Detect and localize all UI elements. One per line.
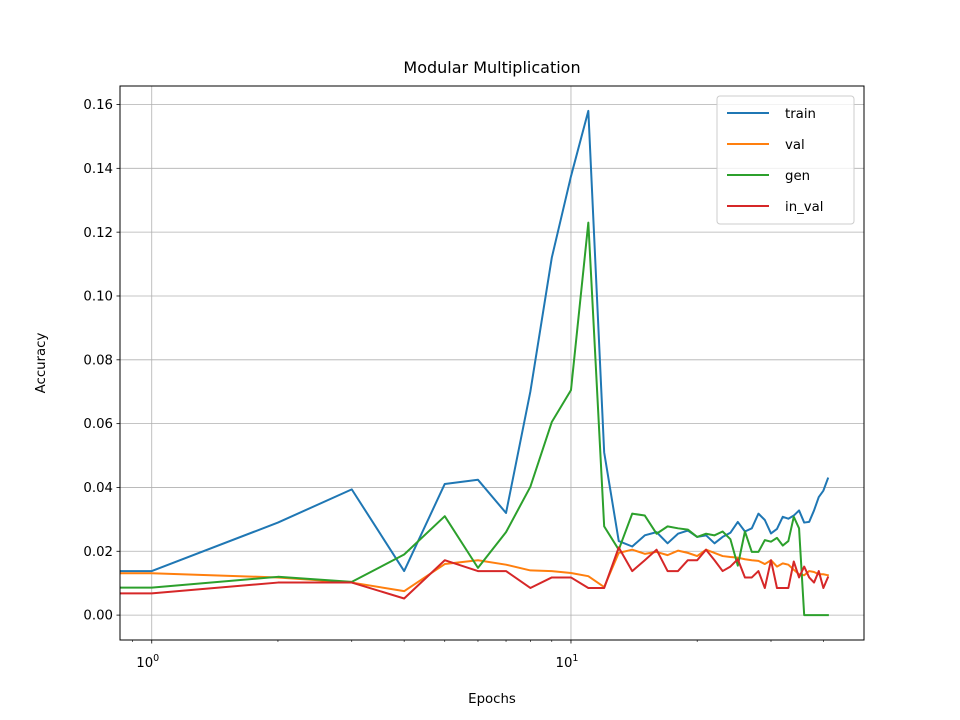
x-tick-exponent: 0 <box>153 653 159 664</box>
legend-box <box>716 95 855 225</box>
legend-label-in_val: in_val <box>785 200 823 215</box>
x-tick-base: 10 <box>555 656 572 671</box>
chart-title: Modular Multiplication <box>403 58 580 77</box>
x-tick-base: 10 <box>136 656 153 671</box>
y-axis-label: Accuracy <box>34 333 49 394</box>
x-tick-label: 101 <box>555 653 578 671</box>
y-tick-label: 0.14 <box>83 162 113 177</box>
plot-series <box>120 109 830 617</box>
x-tick-exponent: 1 <box>572 653 578 664</box>
series-line-gen <box>120 221 829 617</box>
y-tick-label: 0.02 <box>83 545 113 560</box>
legend-label-val: val <box>785 138 805 153</box>
x-tick-label: 100 <box>136 653 159 671</box>
legend-label-gen: gen <box>785 169 810 184</box>
y-tick-label: 0.12 <box>83 226 113 241</box>
legend: train val gen in_val <box>716 95 855 225</box>
y-tick-label: 0.10 <box>83 290 113 305</box>
y-tick-label: 0.00 <box>83 609 113 624</box>
y-tick-label: 0.04 <box>83 481 113 496</box>
x-axis-label: Epochs <box>468 692 516 707</box>
y-tick-label: 0.08 <box>83 353 113 368</box>
legend-label-train: train <box>785 107 816 122</box>
series-line-in_val <box>120 546 830 600</box>
plot-frame <box>119 85 865 641</box>
series-line-val <box>120 548 830 593</box>
y-tick-label: 0.16 <box>83 98 113 113</box>
y-tick-label: 0.06 <box>83 417 113 432</box>
